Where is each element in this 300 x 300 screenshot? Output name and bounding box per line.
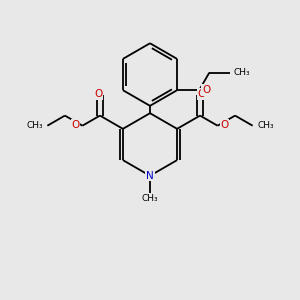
Text: O: O [198,89,206,99]
Text: N: N [146,171,154,181]
Text: CH₃: CH₃ [142,194,158,203]
Text: CH₃: CH₃ [26,121,43,130]
Text: CH₃: CH₃ [234,68,250,77]
Text: O: O [202,85,210,95]
Text: CH₃: CH₃ [257,121,274,130]
Text: O: O [94,89,102,99]
Text: O: O [220,120,229,130]
Text: O: O [71,120,80,130]
